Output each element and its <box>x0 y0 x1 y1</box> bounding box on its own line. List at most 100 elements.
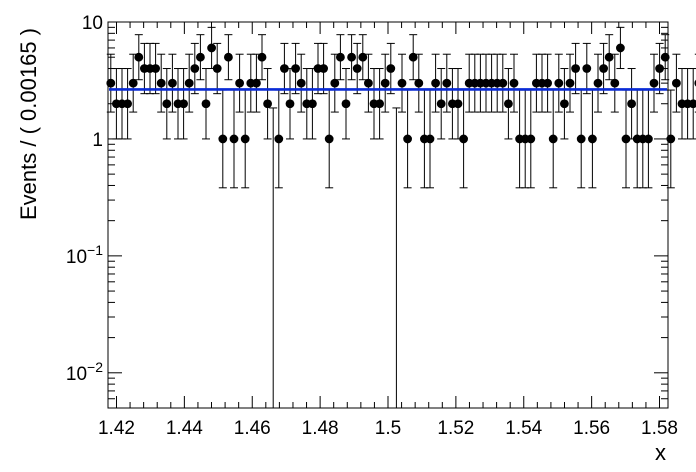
data-marker <box>280 64 289 73</box>
data-point <box>190 42 200 95</box>
data-point <box>330 53 340 113</box>
data-marker <box>599 64 608 73</box>
data-point <box>252 53 261 113</box>
data-marker <box>352 64 362 73</box>
data-point <box>134 34 144 81</box>
data-marker <box>168 78 177 88</box>
data-point <box>582 42 592 95</box>
data-marker <box>459 134 468 144</box>
data-marker <box>134 52 144 62</box>
data-point <box>588 89 597 189</box>
data-point <box>543 53 552 113</box>
data-marker <box>235 78 245 88</box>
x-tick-label: 1.48 <box>302 418 339 439</box>
y-axis: 10 1 10−1 10−2 <box>66 13 668 409</box>
data-marker <box>610 78 620 88</box>
data-marker <box>548 134 558 144</box>
data-marker <box>621 134 631 144</box>
y-tick-label: 10 <box>82 13 103 34</box>
data-marker <box>207 43 217 53</box>
data-marker <box>442 78 452 88</box>
data-marker <box>504 99 513 109</box>
data-marker <box>324 134 334 144</box>
data-marker <box>425 134 435 144</box>
data-marker <box>380 78 390 88</box>
data-marker <box>408 52 418 62</box>
data-marker <box>616 43 625 53</box>
data-point <box>240 89 250 189</box>
data-marker <box>436 99 446 109</box>
data-point <box>291 42 300 95</box>
data-marker <box>212 64 222 73</box>
y-axis-title: Events / ( 0.00165 ) <box>16 28 41 220</box>
data-point <box>616 26 625 70</box>
data-marker <box>151 64 161 73</box>
y-tick-label: 10−1 <box>66 242 103 268</box>
data-point <box>347 34 356 81</box>
data-point <box>599 42 608 95</box>
data-marker <box>364 78 373 88</box>
data-point <box>308 68 317 140</box>
data-marker <box>319 64 328 73</box>
data-point <box>179 68 189 140</box>
data-point <box>610 53 620 113</box>
data-point <box>414 53 424 113</box>
data-point <box>224 34 233 81</box>
data-point <box>218 89 228 189</box>
data-point <box>235 53 245 113</box>
x-tick-label: 1.42 <box>98 418 135 439</box>
x-axis-title: x <box>655 440 666 465</box>
data-point <box>341 68 351 140</box>
data-point <box>509 53 519 113</box>
data-point <box>151 42 161 95</box>
data-marker <box>560 99 569 109</box>
data-marker <box>627 99 636 109</box>
data-point <box>431 53 440 113</box>
data-marker <box>179 99 189 109</box>
data-point <box>184 53 194 113</box>
data-point <box>269 107 278 408</box>
data-point <box>324 89 334 189</box>
data-marker <box>498 78 508 88</box>
data-point <box>229 89 239 189</box>
data-point <box>403 89 412 189</box>
data-marker <box>330 78 340 88</box>
data-point <box>604 34 614 81</box>
data-point <box>504 68 513 140</box>
data-point <box>358 34 368 81</box>
data-point <box>196 34 205 81</box>
y-tick-label: 10−2 <box>66 359 103 385</box>
y-tick-label: 1 <box>92 130 103 151</box>
data-point <box>560 68 569 140</box>
data-point <box>425 89 435 189</box>
data-point <box>168 53 177 113</box>
data-point <box>526 89 536 189</box>
data-marker <box>576 134 586 144</box>
data-point <box>274 89 284 189</box>
data-point <box>436 68 446 140</box>
x-tick-label: 1.52 <box>437 418 474 439</box>
data-marker <box>688 99 696 109</box>
data-marker <box>224 52 233 62</box>
data-marker <box>184 78 194 88</box>
data-marker <box>565 78 575 88</box>
data-marker <box>649 78 659 88</box>
data-point <box>571 42 580 95</box>
data-marker <box>582 64 592 73</box>
data-marker <box>257 52 267 62</box>
data-point <box>655 42 664 95</box>
x-axis: 1.42 1.44 1.46 1.48 1.5 1.52 1.54 1.56 1.58 <box>98 22 678 439</box>
data-point <box>672 53 681 113</box>
data-point <box>397 53 407 113</box>
data-point <box>319 42 328 95</box>
data-marker <box>347 52 356 62</box>
data-marker <box>162 99 172 109</box>
data-marker <box>263 99 272 109</box>
data-marker <box>588 134 597 144</box>
x-tick-label: 1.5 <box>375 418 401 439</box>
data-point <box>336 34 345 81</box>
data-marker <box>397 78 407 88</box>
data-marker <box>291 64 300 73</box>
data-marker <box>358 52 368 62</box>
